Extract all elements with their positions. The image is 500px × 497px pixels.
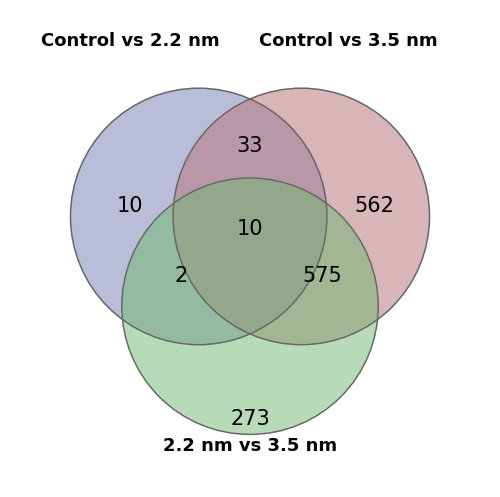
Text: 33: 33 <box>237 136 263 156</box>
Text: 10: 10 <box>117 196 143 216</box>
Circle shape <box>70 88 327 345</box>
Text: 10: 10 <box>237 219 263 239</box>
Circle shape <box>173 88 430 345</box>
Text: 2.2 nm vs 3.5 nm: 2.2 nm vs 3.5 nm <box>163 437 337 455</box>
Text: 562: 562 <box>354 196 394 216</box>
Circle shape <box>122 178 378 434</box>
Text: Control vs 3.5 nm: Control vs 3.5 nm <box>259 32 438 50</box>
Text: 273: 273 <box>230 410 270 429</box>
Text: 575: 575 <box>303 266 343 286</box>
Text: 2: 2 <box>175 266 188 286</box>
Text: Control vs 2.2 nm: Control vs 2.2 nm <box>41 32 220 50</box>
